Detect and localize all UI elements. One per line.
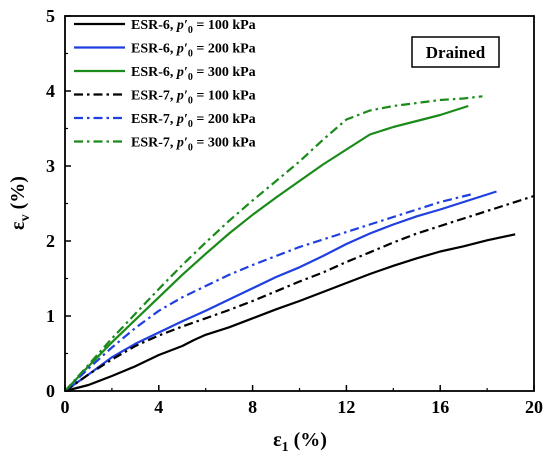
legend-label-4: ESR-7, p′0 = 100 kPa [131, 89, 256, 107]
series-line-6 [64, 95, 483, 392]
x-tick-label: 4 [154, 397, 163, 417]
y-tick-label: 2 [46, 231, 55, 251]
series-line-3 [64, 104, 469, 392]
x-axis-title-sub: 1 [282, 440, 289, 455]
annotation-label: Drained [426, 43, 486, 62]
legend-label-3: ESR-6, p′0 = 300 kPa [131, 65, 256, 83]
legend-label-6: ESR-7, p′0 = 300 kPa [131, 136, 256, 154]
x-tick-label: 20 [525, 397, 543, 417]
series-line-4 [64, 194, 535, 392]
series-line-2 [64, 190, 497, 392]
x-tick-label: 12 [337, 397, 355, 417]
legend-label-1: ESR-6, p′0 = 100 kPa [131, 18, 256, 36]
y-tick-label: 5 [46, 6, 55, 26]
x-tick-label: 16 [431, 397, 449, 417]
legend-label-2: ESR-6, p′0 = 200 kPa [131, 42, 256, 60]
y-tick-label: 4 [46, 81, 55, 101]
y-tick-label: 0 [46, 381, 55, 401]
annotation-box: Drained [411, 36, 500, 68]
legend: ESR-6, p′0 = 100 kPa ESR-6, p′0 = 200 kPa… [74, 18, 256, 154]
y-axis-title: εv (%) [7, 176, 33, 230]
series-line-5 [64, 193, 471, 392]
x-tick-label: 0 [61, 397, 70, 417]
y-tick-label: 3 [46, 156, 55, 176]
x-axis-title: ε1 (%) [273, 429, 327, 455]
x-tick-label: 8 [248, 397, 257, 417]
series-layer [64, 95, 535, 393]
y-tick-label: 1 [46, 306, 55, 326]
series-line-1 [64, 233, 516, 393]
legend-label-5: ESR-7, p′0 = 200 kPa [131, 112, 256, 130]
y-axis-title-sub: v [18, 214, 33, 221]
